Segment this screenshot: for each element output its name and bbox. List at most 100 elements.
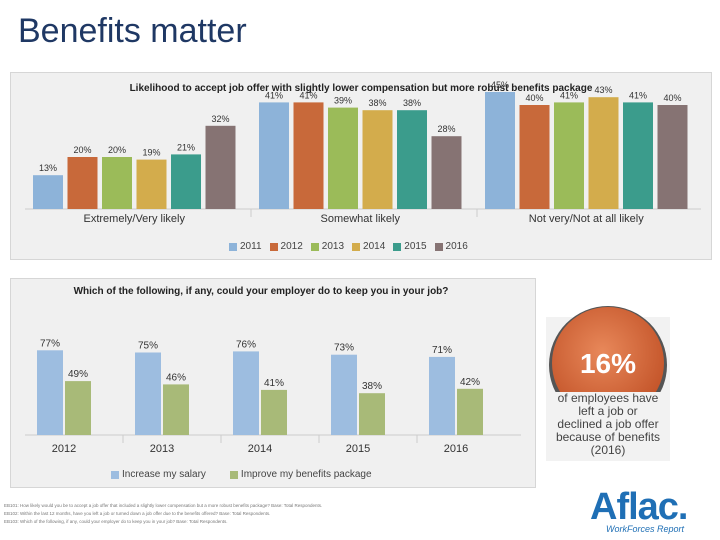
data-label: 38% — [368, 98, 386, 108]
chart-panel-benefits-likelihood: Likelihood to accept job offer with slig… — [10, 72, 712, 260]
bar-chart-likelihood: 13% 20% 20% 19% 21% 32% Extremely/Very likely 4… — [25, 80, 701, 225]
bar-extremely-very-likely-2016 — [205, 125, 236, 209]
bar-2014-improve-my-benefits-package — [261, 389, 287, 435]
data-label: 49% — [68, 369, 88, 380]
bar-2013-increase-my-salary — [135, 352, 161, 435]
bar-not-very-not-at-all-likely-2014 — [588, 97, 619, 209]
category-label: 2013 — [150, 443, 174, 455]
stat-caption-line: (2016) — [590, 443, 626, 457]
bar-somewhat-likely-2016 — [431, 136, 462, 209]
data-label: 71% — [432, 345, 452, 356]
category-label: Somewhat likely — [321, 213, 401, 225]
legend-item: Increase my salary — [111, 469, 206, 480]
category-label: Extremely/Very likely — [84, 213, 186, 225]
data-label: 41% — [629, 90, 647, 100]
data-label: 42% — [460, 377, 480, 388]
bar-not-very-not-at-all-likely-2015 — [623, 102, 653, 209]
bar-somewhat-likely-2013 — [328, 107, 358, 209]
stat-value: 16% — [580, 348, 636, 379]
data-label: 45% — [491, 80, 509, 90]
data-label: 77% — [40, 338, 60, 349]
data-label: 32% — [211, 114, 229, 124]
data-label: 28% — [437, 124, 455, 134]
legend-item: 2015 — [393, 241, 427, 252]
data-label: 46% — [166, 372, 186, 383]
bar-somewhat-likely-2015 — [397, 110, 427, 209]
legend-label: 2014 — [363, 241, 386, 252]
data-label: 19% — [142, 148, 160, 158]
chart-legend: Increase my salary Improve my benefits pa… — [111, 469, 372, 480]
footnotes: EB101: How likely would you be to accept… — [4, 502, 564, 526]
footnote: EB103: Which of the following, if any, c… — [4, 519, 228, 524]
chart-title: Which of the following, if any, could yo… — [73, 286, 449, 297]
legend-label: Increase my salary — [122, 469, 206, 480]
legend-swatch — [434, 242, 443, 251]
data-label: 20% — [73, 145, 91, 155]
bar-not-very-not-at-all-likely-2013 — [554, 102, 584, 209]
bar-2015-improve-my-benefits-package — [359, 393, 385, 435]
legend-label: 2011 — [240, 241, 262, 252]
bar-chart-retention: 77% 49% 2012 75% 46% 2013 76% 41% 2014 73% 38% 2015… — [25, 338, 521, 455]
legend-item: 2012 — [269, 241, 303, 252]
data-label: 21% — [177, 142, 195, 152]
legend-item: 2016 — [434, 241, 468, 252]
legend-swatch — [352, 242, 361, 251]
data-label: 73% — [334, 343, 354, 354]
legend-swatch — [229, 470, 238, 479]
page-title: Benefits matter — [18, 12, 247, 50]
bar-2013-improve-my-benefits-package — [163, 384, 189, 435]
data-label: 76% — [236, 339, 256, 350]
bar-somewhat-likely-2011 — [259, 102, 289, 209]
legend-item: Improve my benefits package — [229, 469, 372, 480]
stat-caption: of employees have left a job or declined a… — [546, 392, 670, 461]
bar-2014-increase-my-salary — [233, 351, 259, 435]
footnote: EB101: How likely would you be to accept… — [4, 503, 323, 508]
data-label: 41% — [265, 90, 283, 100]
chart-legend: 2011 2012 2013 2014 2015 2016 — [229, 241, 468, 252]
bar-somewhat-likely-2012 — [293, 102, 324, 209]
aflac-logo: Aflac. WorkForces Report — [590, 486, 718, 536]
data-label: 20% — [108, 145, 126, 155]
bar-extremely-very-likely-2014 — [136, 159, 167, 209]
bar-extremely-very-likely-2012 — [67, 157, 98, 209]
legend-item: 2011 — [229, 241, 262, 252]
bar-extremely-very-likely-2013 — [102, 157, 132, 209]
stat-caption-line: declined a job offer — [557, 417, 659, 431]
bar-extremely-very-likely-2015 — [171, 154, 201, 209]
bar-not-very-not-at-all-likely-2016 — [657, 105, 688, 209]
legend-swatch — [111, 470, 119, 479]
category-label: 2015 — [346, 443, 370, 455]
footnote: EB102: Within the last 12 months, have y… — [4, 511, 271, 516]
legend-label: 2012 — [280, 241, 303, 252]
bar-somewhat-likely-2014 — [362, 110, 393, 209]
data-label: 41% — [264, 378, 284, 389]
bar-2016-improve-my-benefits-package — [457, 388, 483, 435]
bar-2012-increase-my-salary — [37, 350, 63, 435]
legend-swatch — [310, 242, 319, 251]
legend-label: 2015 — [404, 241, 427, 252]
data-label: 41% — [560, 90, 578, 100]
category-label: 2014 — [248, 443, 272, 455]
bar-not-very-not-at-all-likely-2011 — [485, 92, 515, 209]
legend-item: 2014 — [352, 241, 385, 252]
data-label: 40% — [525, 93, 543, 103]
stat-caption-line: left a job or — [578, 404, 638, 418]
data-label: 41% — [299, 90, 317, 100]
data-label: 40% — [663, 93, 681, 103]
logo-wordmark: Aflac. — [590, 486, 688, 528]
data-label: 38% — [362, 381, 382, 392]
legend-label: Improve my benefits package — [240, 469, 372, 480]
chart-panel-retention: Which of the following, if any, could yo… — [10, 278, 536, 488]
bar-extremely-very-likely-2011 — [33, 175, 63, 209]
bar-2015-increase-my-salary — [331, 354, 357, 435]
category-label: 2016 — [444, 443, 468, 455]
chart-title: Likelihood to accept job offer with slig… — [129, 83, 593, 94]
legend-label: 2013 — [321, 241, 345, 252]
bar-2012-improve-my-benefits-package — [65, 381, 91, 435]
stat-circle-fill — [552, 307, 664, 419]
data-label: 38% — [403, 98, 421, 108]
logo-subtitle: WorkForces Report — [606, 524, 685, 534]
legend-swatch — [269, 242, 278, 251]
stat-caption-line: of employees have — [557, 391, 659, 405]
category-label: 2012 — [52, 443, 76, 455]
